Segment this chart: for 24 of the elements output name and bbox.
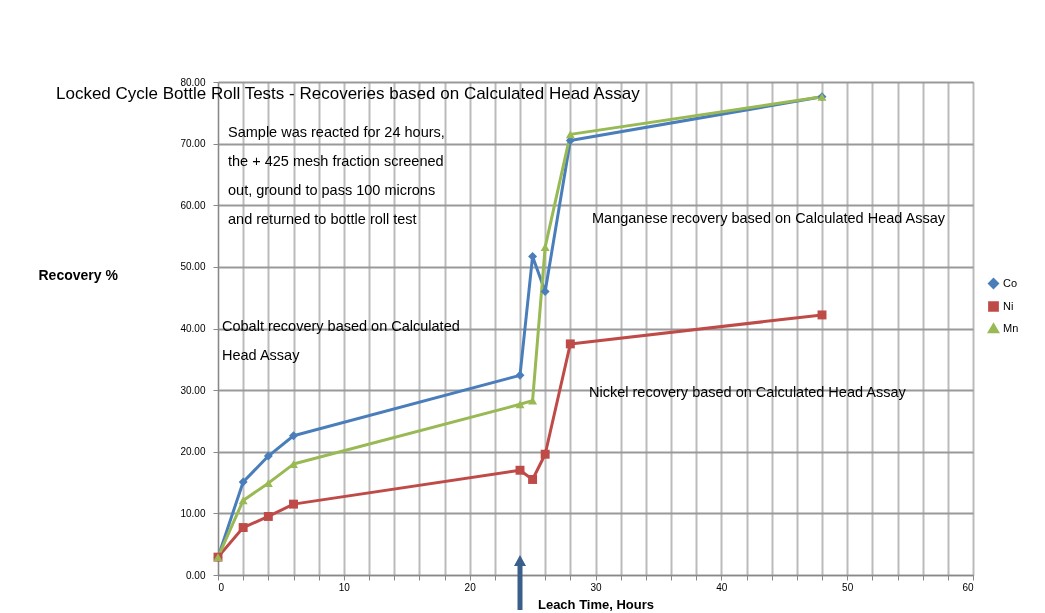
y-tick-label: 20.00	[180, 446, 206, 458]
annotation: Nickel recovery based on Calculated Head Assay	[589, 384, 907, 400]
legend-label: Mn	[1003, 321, 1019, 334]
y-tick-label: 0.00	[186, 569, 206, 581]
x-tick-label: 30	[590, 581, 602, 593]
y-tick-label: 60.00	[180, 199, 206, 211]
x-axis-title: Leach Time, Hours	[537, 596, 655, 612]
x-tick-label: 20	[464, 581, 477, 593]
y-tick-label: 40.00	[180, 323, 206, 334]
annotation: Sample was reacted for 24 hours, the + 425 mesh fraction screened out, ground to pass 100 microns and returned to bottle roll test	[228, 124, 445, 227]
y-tick-label: 70.00	[180, 138, 206, 150]
x-tick-label: 50	[842, 581, 854, 593]
x-tick-label: 60	[962, 581, 974, 593]
annotation: Manganese recovery based on Calculated Head Assay	[592, 210, 946, 226]
y-tick-label: 50.00	[180, 261, 206, 273]
x-tick-label: 40	[716, 581, 728, 593]
x-tick-label: 0	[218, 581, 225, 593]
annotation: Cobalt recovery based on Calculated Head Assay	[222, 318, 460, 363]
legend-label: Co	[1003, 276, 1018, 289]
y-axis-title: Recovery %	[38, 266, 119, 283]
legend-label: Ni	[1003, 299, 1014, 312]
y-tick-label: 10.00	[180, 507, 206, 519]
y-tick-label: 30.00	[180, 384, 206, 396]
x-tick-label: 10	[338, 581, 351, 593]
